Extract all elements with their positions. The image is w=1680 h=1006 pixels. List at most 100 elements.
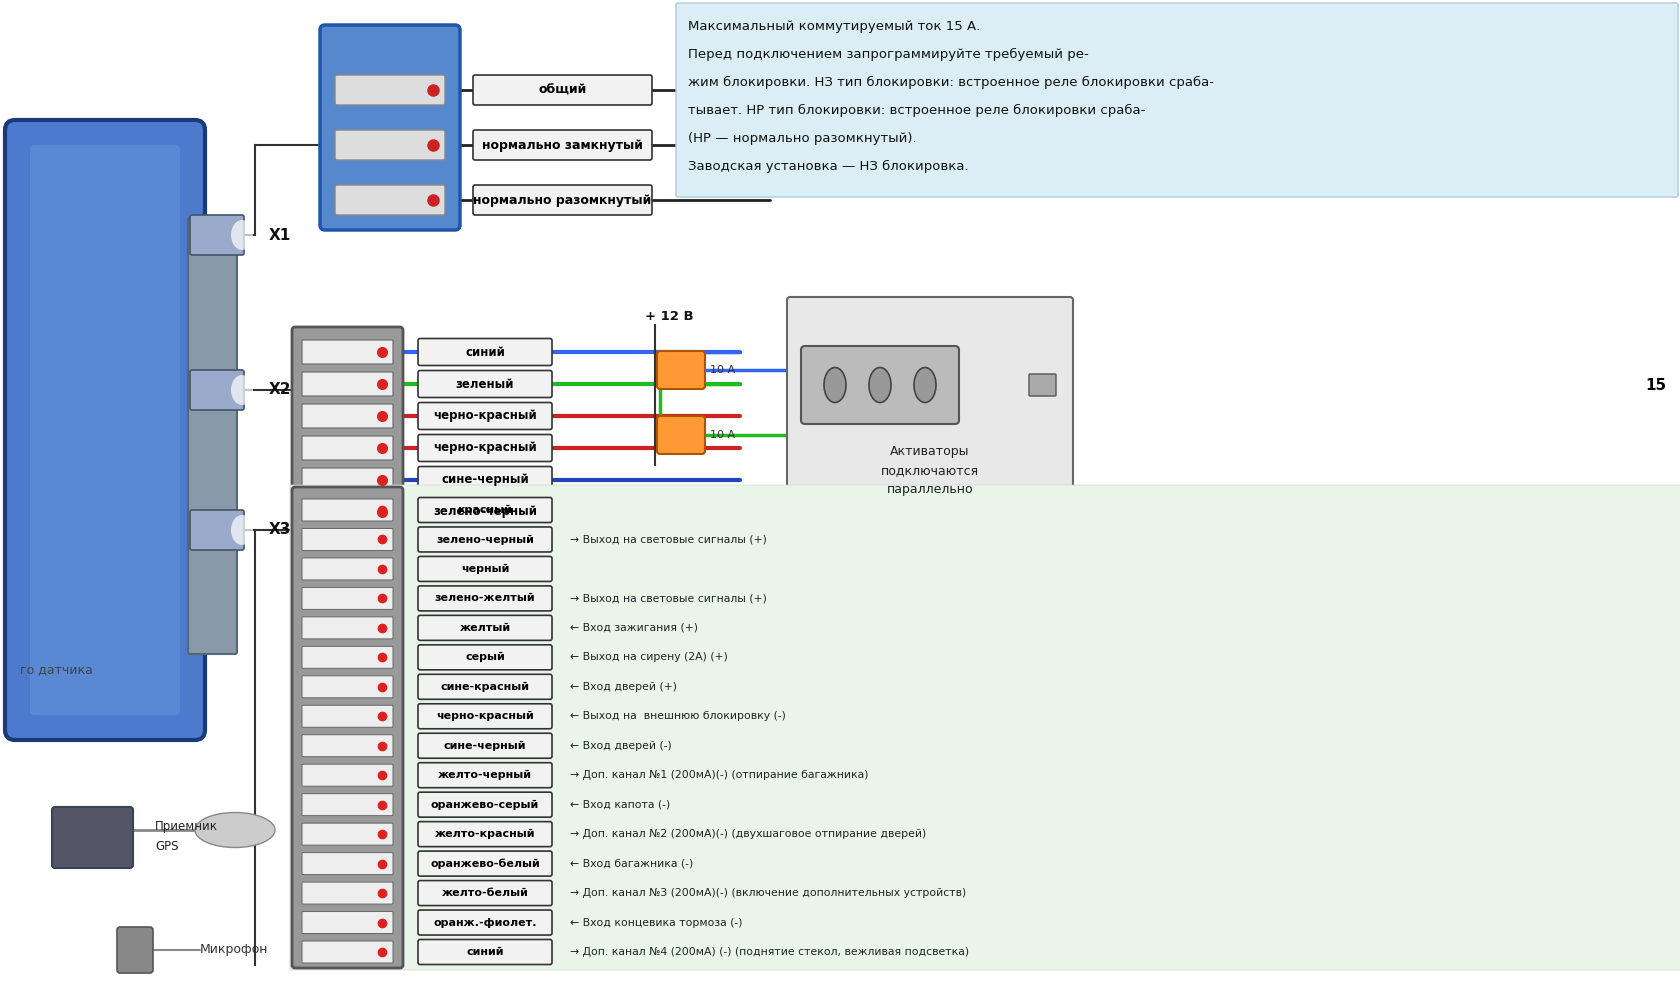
FancyBboxPatch shape <box>188 218 237 654</box>
Ellipse shape <box>230 220 254 250</box>
Text: желто-красный: желто-красный <box>435 829 534 839</box>
Ellipse shape <box>195 813 276 847</box>
FancyBboxPatch shape <box>30 145 180 715</box>
Text: (НР — нормально разомкнутый).: (НР — нормально разомкнутый). <box>687 132 916 145</box>
Text: X3: X3 <box>269 522 291 537</box>
FancyBboxPatch shape <box>418 792 551 817</box>
Ellipse shape <box>823 367 845 402</box>
Text: го датчика: го датчика <box>20 664 92 676</box>
Text: сине-черный: сине-черный <box>440 474 529 487</box>
FancyBboxPatch shape <box>118 927 153 973</box>
Text: X1: X1 <box>269 227 291 242</box>
FancyBboxPatch shape <box>334 75 445 105</box>
Text: тывает. НР тип блокировки: встроенное реле блокировки сраба-: тывает. НР тип блокировки: встроенное ре… <box>687 104 1144 117</box>
Text: → Доп. канал №2 (200мА)(-) (двухшаговое отпирание дверей): → Доп. канал №2 (200мА)(-) (двухшаговое … <box>570 829 926 839</box>
Text: зелено-желтый: зелено-желтый <box>435 594 534 604</box>
FancyBboxPatch shape <box>418 880 551 905</box>
FancyBboxPatch shape <box>418 527 551 552</box>
FancyBboxPatch shape <box>418 674 551 699</box>
Text: ← Вход капота (-): ← Вход капота (-) <box>570 800 670 810</box>
Text: нормально разомкнутый: нормально разомкнутый <box>474 193 652 206</box>
FancyBboxPatch shape <box>418 733 551 759</box>
FancyBboxPatch shape <box>418 910 551 935</box>
FancyBboxPatch shape <box>418 498 551 522</box>
FancyBboxPatch shape <box>52 807 133 868</box>
Text: черный: черный <box>460 564 509 574</box>
Text: Микрофон: Микрофон <box>200 944 269 957</box>
FancyBboxPatch shape <box>1028 374 1055 396</box>
Text: → Выход на световые сигналы (+): → Выход на световые сигналы (+) <box>570 594 766 604</box>
Text: ← Выход на сирену (2А) (+): ← Выход на сирену (2А) (+) <box>570 652 727 662</box>
FancyBboxPatch shape <box>786 297 1072 498</box>
FancyBboxPatch shape <box>302 882 393 904</box>
FancyBboxPatch shape <box>418 822 551 847</box>
FancyBboxPatch shape <box>302 558 393 579</box>
FancyBboxPatch shape <box>418 616 551 641</box>
Ellipse shape <box>914 367 936 402</box>
Text: синий: синий <box>465 345 504 358</box>
FancyBboxPatch shape <box>302 941 393 963</box>
FancyBboxPatch shape <box>418 370 551 397</box>
Text: черно-красный: черно-красный <box>433 442 536 455</box>
Text: ← Вход зажигания (+): ← Вход зажигания (+) <box>570 623 697 633</box>
FancyBboxPatch shape <box>418 704 551 728</box>
FancyBboxPatch shape <box>302 468 393 492</box>
Text: Перед подключением запрограммируйте требуемый ре-: Перед подключением запрограммируйте треб… <box>687 48 1089 61</box>
Text: общий: общий <box>538 83 586 97</box>
Text: оранжево-серый: оранжево-серый <box>430 800 539 810</box>
FancyBboxPatch shape <box>657 416 704 454</box>
Text: черно-красный: черно-красный <box>433 409 536 423</box>
FancyBboxPatch shape <box>418 940 551 965</box>
FancyBboxPatch shape <box>334 130 445 160</box>
FancyBboxPatch shape <box>418 556 551 581</box>
Text: ← Выход на  внешнюю блокировку (-): ← Выход на внешнюю блокировку (-) <box>570 711 786 721</box>
FancyBboxPatch shape <box>5 120 205 740</box>
FancyBboxPatch shape <box>302 436 393 460</box>
Text: X2: X2 <box>269 382 291 397</box>
Text: желто-черный: желто-черный <box>438 771 531 781</box>
FancyBboxPatch shape <box>418 499 551 525</box>
Text: оранж.-фиолет.: оранж.-фиолет. <box>433 917 536 928</box>
Text: красный: красный <box>457 505 512 515</box>
FancyBboxPatch shape <box>472 75 652 105</box>
FancyBboxPatch shape <box>472 185 652 215</box>
FancyBboxPatch shape <box>302 340 393 364</box>
FancyBboxPatch shape <box>418 585 551 611</box>
FancyBboxPatch shape <box>418 467 551 494</box>
Text: синий: синий <box>465 947 504 957</box>
FancyBboxPatch shape <box>418 645 551 670</box>
FancyBboxPatch shape <box>302 404 393 428</box>
FancyBboxPatch shape <box>657 351 704 389</box>
FancyBboxPatch shape <box>302 911 393 934</box>
Text: желто-белый: желто-белый <box>442 888 528 898</box>
Text: сине-красный: сине-красный <box>440 682 529 692</box>
FancyBboxPatch shape <box>302 528 393 550</box>
Text: GPS: GPS <box>155 840 178 853</box>
FancyBboxPatch shape <box>302 823 393 845</box>
FancyBboxPatch shape <box>302 765 393 787</box>
FancyBboxPatch shape <box>302 705 393 727</box>
FancyBboxPatch shape <box>675 3 1677 197</box>
FancyBboxPatch shape <box>302 499 393 521</box>
Text: 15: 15 <box>1645 378 1665 393</box>
Text: ← Вход дверей (+): ← Вход дверей (+) <box>570 682 677 692</box>
Text: серый: серый <box>465 652 504 662</box>
Text: ← Вход багажника (-): ← Вход багажника (-) <box>570 858 692 868</box>
FancyBboxPatch shape <box>418 851 551 876</box>
FancyBboxPatch shape <box>302 617 393 639</box>
FancyBboxPatch shape <box>319 25 460 230</box>
Text: ← Вход концевика тормоза (-): ← Вход концевика тормоза (-) <box>570 917 743 928</box>
Ellipse shape <box>869 367 890 402</box>
Text: → Доп. канал №4 (200мА) (-) (поднятие стекол, вежливая подсветка): → Доп. канал №4 (200мА) (-) (поднятие ст… <box>570 947 969 957</box>
FancyBboxPatch shape <box>418 338 551 365</box>
Text: ← Вход дверей (-): ← Вход дверей (-) <box>570 740 672 750</box>
Text: черно-красный: черно-красный <box>435 711 534 721</box>
FancyBboxPatch shape <box>302 500 393 524</box>
Text: Максимальный коммутируемый ток 15 А.: Максимальный коммутируемый ток 15 А. <box>687 20 979 33</box>
Text: зелено-черный: зелено-черный <box>433 505 536 518</box>
FancyBboxPatch shape <box>418 402 551 430</box>
Text: Заводская установка — НЗ блокировка.: Заводская установка — НЗ блокировка. <box>687 160 968 173</box>
FancyBboxPatch shape <box>418 435 551 462</box>
FancyBboxPatch shape <box>302 588 393 610</box>
FancyBboxPatch shape <box>302 734 393 757</box>
